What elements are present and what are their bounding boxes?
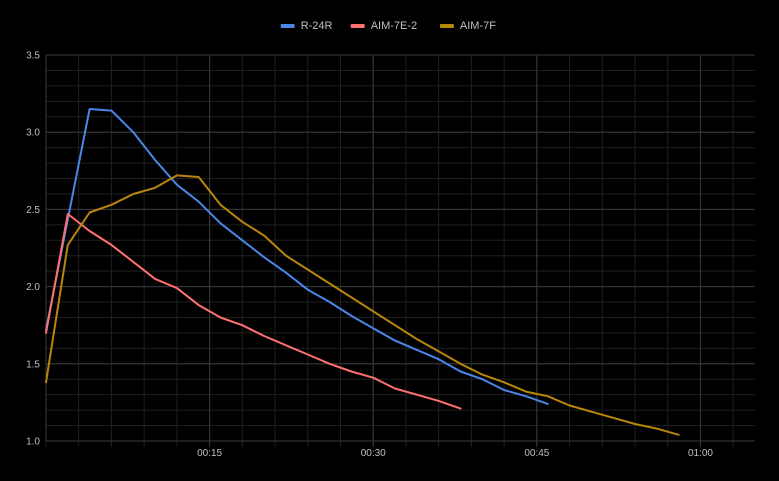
series-line-aim-7e-2 [45,213,462,410]
series-lines [45,108,680,436]
grid-major [45,54,755,447]
x-tick-label: 00:30 [361,448,386,459]
y-tick-label: 3.5 [26,51,40,62]
y-tick-label: 1.5 [26,359,40,370]
series-line-r-24r [45,108,549,405]
legend: R-24R AIM-7E-2 AIM-7F [280,20,496,32]
x-axis-labels: 00:15 00:30 00:45 01:00 [197,448,713,459]
x-tick-label: 00:15 [197,448,222,459]
legend-label: AIM-7E-2 [371,20,417,32]
x-tick-label: 01:00 [688,448,713,459]
y-tick-label: 1.0 [26,437,40,448]
legend-swatch [350,24,365,28]
legend-swatch [280,24,295,28]
y-tick-label: 2.0 [26,282,40,293]
legend-item[interactable]: AIM-7E-2 [350,20,417,32]
legend-item[interactable]: AIM-7F [439,20,496,32]
legend-label: R-24R [301,20,333,32]
x-tick-label: 00:45 [524,448,549,459]
y-axis-labels: 1.0 1.5 2.0 2.5 3.0 3.5 [26,51,40,448]
y-tick-label: 3.0 [26,128,40,139]
legend-item[interactable]: R-24R [280,20,333,32]
legend-label: AIM-7F [460,20,496,32]
legend-swatch [439,24,454,28]
y-tick-label: 2.5 [26,205,40,216]
series-line-aim-7f [45,174,680,436]
